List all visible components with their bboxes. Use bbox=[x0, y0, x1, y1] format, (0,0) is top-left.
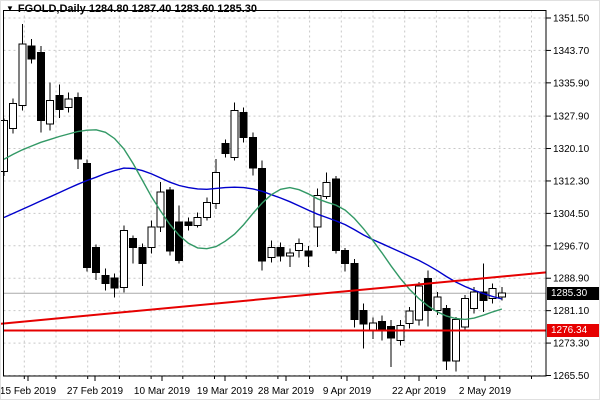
bull-candle bbox=[470, 291, 479, 310]
y-axis-label: 1320.10 bbox=[553, 144, 590, 155]
x-axis-label: 9 Apr 2019 bbox=[323, 386, 372, 397]
bull-candle bbox=[267, 246, 276, 258]
y-axis-label: 1273.30 bbox=[553, 339, 590, 350]
support-price-badge: 1276.34 bbox=[547, 323, 599, 337]
y-axis-label: 1351.50 bbox=[553, 14, 590, 25]
bull-candle bbox=[322, 182, 331, 197]
bear-candle bbox=[184, 221, 193, 226]
y-axis-label: 1281.10 bbox=[553, 306, 590, 317]
y-axis-label: 1312.30 bbox=[553, 176, 590, 187]
bull-candle bbox=[368, 322, 377, 331]
x-axis-label: 2 May 2019 bbox=[459, 386, 512, 397]
y-axis-label: 1265.50 bbox=[553, 371, 590, 382]
bear-candle bbox=[36, 52, 45, 122]
bull-candle bbox=[313, 195, 322, 228]
bull-candle bbox=[64, 98, 73, 108]
slow-moving-average bbox=[3, 167, 503, 300]
y-axis-label: 1296.70 bbox=[553, 241, 590, 252]
bear-candle bbox=[304, 250, 313, 257]
bear-candle bbox=[101, 274, 110, 285]
bear-candle bbox=[239, 111, 248, 138]
y-axis-label: 1343.70 bbox=[553, 46, 590, 57]
bear-candle bbox=[110, 277, 119, 289]
ascending-trendline[interactable] bbox=[1, 271, 547, 325]
bear-candle bbox=[479, 291, 488, 301]
bear-candle bbox=[341, 249, 350, 264]
bull-candle bbox=[202, 202, 211, 219]
bear-candle bbox=[442, 308, 451, 362]
bull-candle bbox=[488, 288, 497, 300]
bull-candle bbox=[1, 120, 8, 172]
bull-candle bbox=[230, 110, 239, 158]
bull-candle bbox=[396, 325, 405, 342]
bear-candle bbox=[424, 278, 433, 312]
x-axis-label: 19 Mar 2019 bbox=[197, 386, 254, 397]
bull-candle bbox=[405, 310, 414, 325]
bear-candle bbox=[175, 221, 184, 261]
bear-candle bbox=[248, 136, 257, 169]
bear-candle bbox=[258, 167, 267, 262]
bull-candle bbox=[147, 226, 156, 248]
bull-candle bbox=[193, 217, 202, 226]
bull-candle bbox=[433, 296, 442, 312]
bull-candle bbox=[46, 100, 55, 125]
bull-candle bbox=[156, 191, 165, 228]
x-axis-label: 28 Mar 2019 bbox=[258, 386, 315, 397]
bull-candle bbox=[9, 103, 18, 130]
x-axis-label: 10 Mar 2019 bbox=[134, 386, 191, 397]
bull-candle bbox=[285, 252, 294, 257]
y-axis-label: 1327.90 bbox=[553, 112, 590, 123]
bear-candle bbox=[27, 45, 36, 60]
bear-candle bbox=[73, 96, 82, 160]
bull-candle bbox=[451, 318, 460, 362]
bear-candle bbox=[378, 320, 387, 331]
bear-candle bbox=[138, 246, 147, 264]
bull-candle bbox=[295, 242, 304, 251]
bull-candle bbox=[414, 285, 423, 321]
y-axis-label: 1288.90 bbox=[553, 274, 590, 285]
bear-candle bbox=[276, 246, 285, 257]
x-axis-label: 27 Feb 2019 bbox=[67, 386, 124, 397]
chart-title-text: FGOLD,Daily 1284.80 1287.40 1283.60 1285… bbox=[17, 3, 258, 15]
bull-candle bbox=[119, 229, 128, 288]
bull-candle bbox=[497, 292, 506, 298]
bear-candle bbox=[331, 178, 340, 251]
current-price-badge: 1285.30 bbox=[547, 286, 599, 300]
bear-candle bbox=[221, 143, 230, 155]
bear-candle bbox=[387, 325, 396, 339]
y-axis-label: 1304.50 bbox=[553, 209, 590, 220]
x-axis-label: 22 Apr 2019 bbox=[392, 386, 446, 397]
bear-candle bbox=[129, 237, 138, 248]
y-axis-label: 1335.90 bbox=[553, 78, 590, 89]
bear-candle bbox=[82, 162, 91, 268]
bear-candle bbox=[92, 246, 101, 273]
bull-candle bbox=[461, 298, 469, 328]
plot-frame bbox=[3, 10, 547, 377]
collapse-triangle-icon[interactable]: ▼ bbox=[6, 4, 14, 13]
bull-candle bbox=[18, 43, 27, 107]
chart-title: ▼ FGOLD,Daily 1284.80 1287.40 1283.60 12… bbox=[6, 3, 257, 15]
bear-candle bbox=[359, 310, 368, 325]
x-axis-label: 15 Feb 2019 bbox=[1, 386, 57, 397]
fast-moving-average bbox=[3, 129, 503, 321]
bear-candle bbox=[55, 95, 64, 110]
